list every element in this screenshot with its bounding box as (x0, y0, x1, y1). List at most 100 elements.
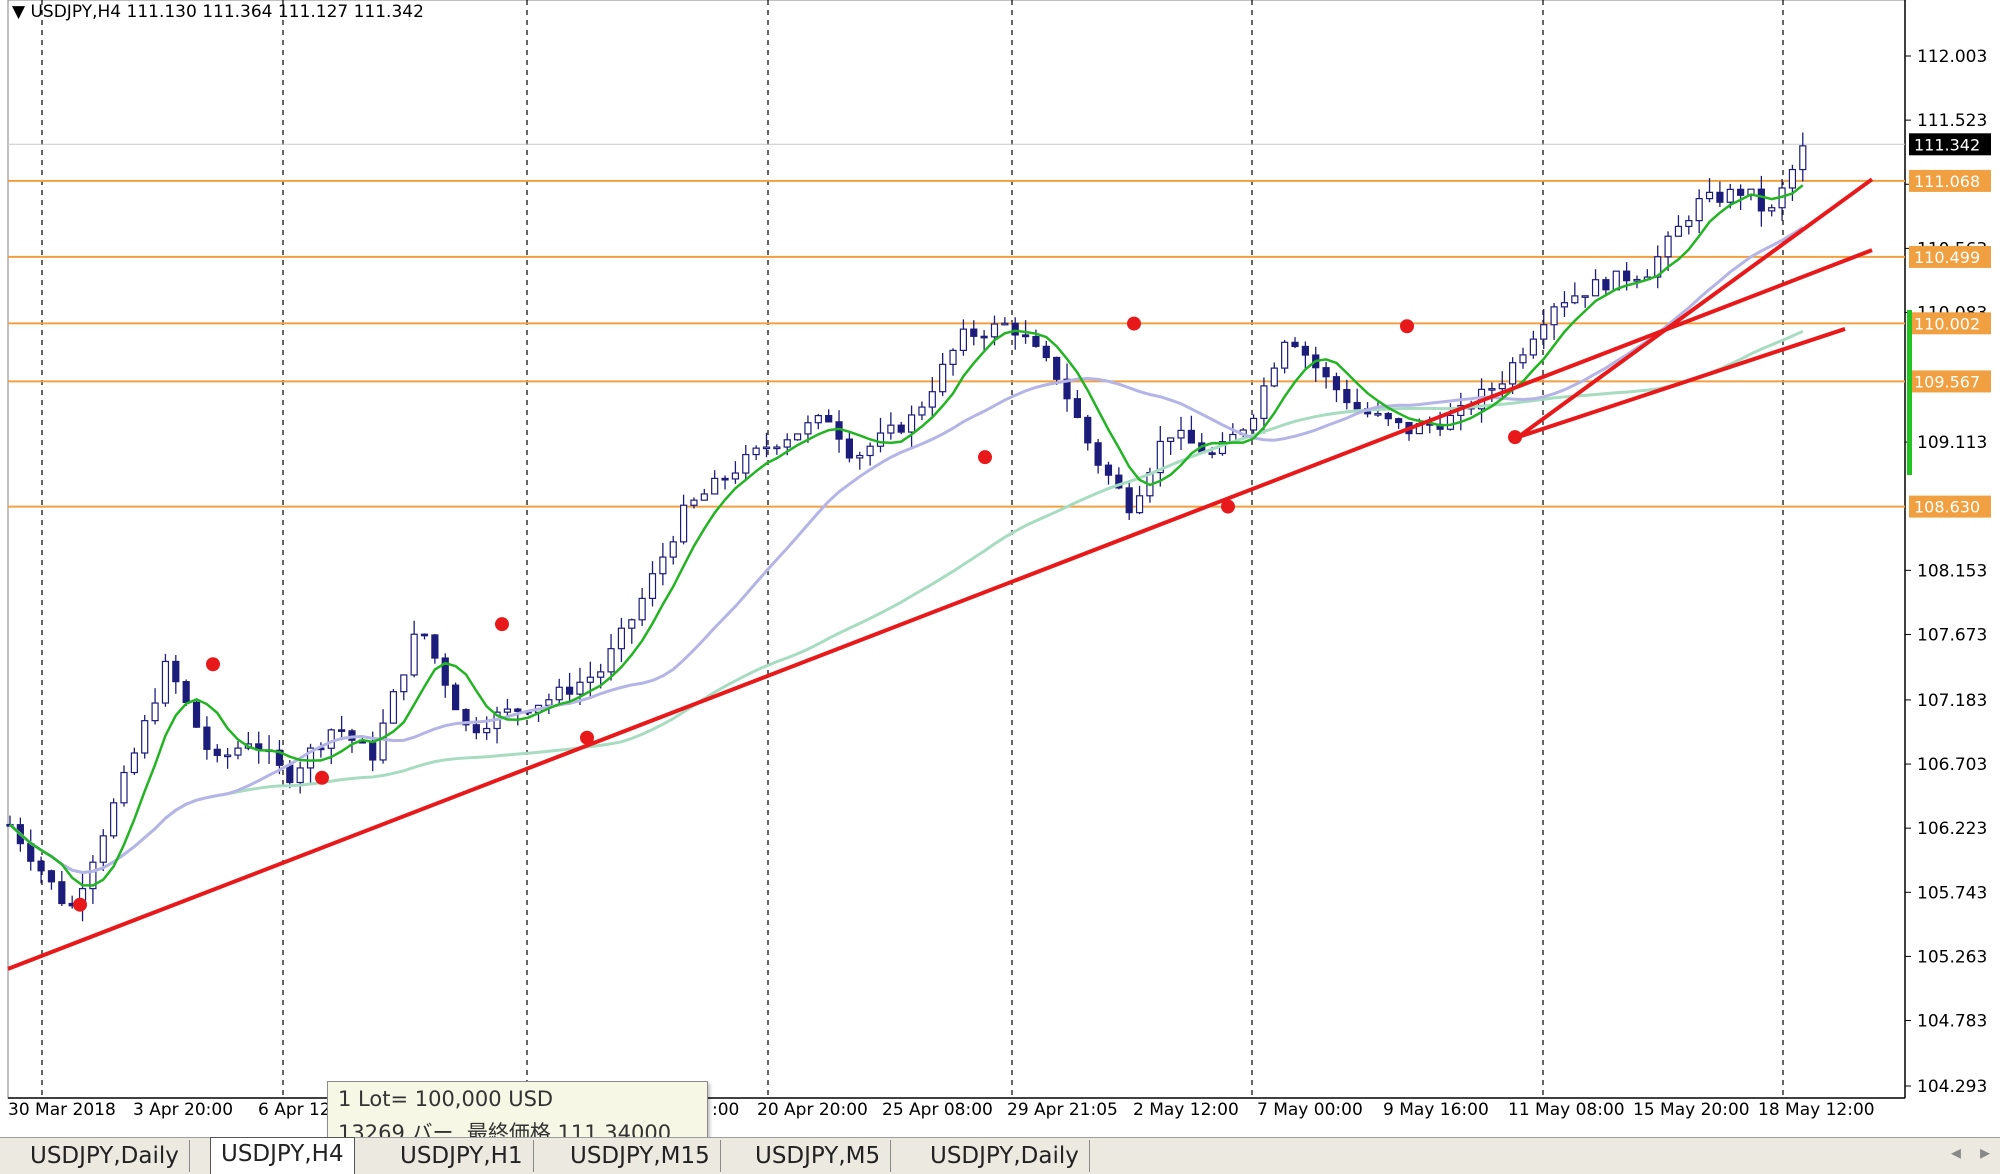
candle-body (648, 573, 657, 600)
candle-body (1550, 306, 1558, 326)
candle-body (472, 724, 480, 734)
candle-body (804, 422, 812, 435)
candle-body (452, 684, 460, 711)
candle-body (1446, 414, 1455, 430)
level-price-tag (1909, 245, 1991, 268)
candle-body (1042, 345, 1050, 359)
price-axis-label: 111.523 (1917, 111, 1987, 131)
candle-body (721, 477, 729, 481)
candle-body (907, 414, 916, 433)
price-axis-label: 105.743 (1917, 883, 1987, 903)
triangle-down-icon[interactable]: ▼ (12, 2, 26, 22)
level-price-tag-text: 108.630 (1914, 498, 1980, 517)
candle-body (151, 702, 159, 722)
tab-usdjpy-daily[interactable]: USDJPY,Daily (20, 1140, 190, 1172)
candle-body (597, 671, 605, 678)
price-axis-label: 104.293 (1917, 1077, 1987, 1097)
tab-usdjpy-h1[interactable]: USDJPY,H1 (390, 1140, 534, 1172)
tab-usdjpy-m5[interactable]: USDJPY,M5 (745, 1140, 892, 1172)
candle-body (545, 699, 553, 706)
candle-body (1726, 188, 1734, 203)
candle-body (1695, 198, 1703, 222)
candle-body (1125, 487, 1133, 514)
candle-body (1208, 452, 1216, 455)
price-axis-label: 108.153 (1917, 561, 1987, 581)
candle-body (845, 438, 854, 459)
candle-body (586, 676, 594, 683)
scroll-left-icon[interactable]: ◂ (1950, 1140, 1961, 1164)
time-axis-label: 20 Apr 20:00 (757, 1100, 868, 1120)
candle-body (990, 323, 999, 338)
candle-body (462, 709, 470, 726)
pivot-point-marker (1400, 319, 1414, 334)
candle-body (1705, 191, 1714, 200)
candle-body (669, 541, 677, 558)
time-axis-label: 6 Apr 12 (258, 1100, 331, 1120)
candle-body (172, 660, 180, 683)
price-axis-label: 106.223 (1917, 819, 1987, 839)
moving-average-slow (8, 329, 1804, 875)
tooltip-line-lot: 1 Lot= 100,000 USD (338, 1087, 554, 1111)
candle-body (1602, 279, 1610, 291)
candle-body (441, 657, 449, 686)
tab-usdjpy-daily-2[interactable]: USDJPY,Daily (920, 1140, 1090, 1172)
candle-body (327, 729, 335, 749)
candle-body (1063, 378, 1071, 400)
candle-body (887, 424, 895, 434)
price-axis-label: 112.003 (1917, 47, 1987, 67)
candle-body (1664, 235, 1672, 258)
candle-body (773, 446, 781, 450)
candle-body (814, 415, 822, 424)
pivot-point-marker (315, 770, 329, 785)
plot-area[interactable] (7, 0, 1906, 1099)
candle-body (1156, 440, 1164, 474)
candle-body (876, 432, 885, 447)
price-axis-label: 107.673 (1917, 625, 1987, 645)
candle-body (1322, 367, 1330, 378)
candle-body (203, 726, 211, 750)
candle-body (1281, 341, 1289, 369)
candle-body (1674, 225, 1683, 237)
candle-body (1571, 295, 1579, 304)
candle-body (1633, 278, 1641, 282)
tab-usdjpy-h4[interactable]: USDJPY,H4 (210, 1137, 355, 1174)
candle-body (897, 424, 905, 433)
candle-body (130, 752, 138, 774)
candle-body (793, 433, 802, 441)
trendline[interactable] (7, 248, 1873, 971)
candle-body (1073, 398, 1081, 419)
trendline[interactable] (1517, 327, 1846, 440)
moving-average-fast (9, 184, 1804, 887)
time-axis-label: 7 May 00:00 (1257, 1100, 1363, 1120)
candle-body (47, 870, 56, 883)
candle-body (1788, 168, 1797, 189)
signal-bar (1907, 310, 1912, 475)
candle-body (224, 754, 232, 758)
price-axis-label: 109.113 (1917, 433, 1987, 453)
candle-body (306, 747, 315, 769)
trendline[interactable] (1516, 177, 1874, 439)
tab-usdjpy-m15[interactable]: USDJPY,M15 (560, 1140, 721, 1172)
candle-body (1291, 341, 1299, 348)
tab-scroll-arrows[interactable]: ◂ ▸ (1951, 1140, 1990, 1164)
level-price-tag-text: 109.567 (1914, 372, 1980, 391)
symbol-label: USDJPY,H4 (30, 2, 122, 22)
candle-body (1353, 401, 1361, 410)
candle-body (1249, 417, 1258, 431)
candle-body (1260, 385, 1268, 420)
time-axis-label: 11 May 08:00 (1508, 1100, 1625, 1120)
candle-body (420, 633, 429, 637)
pivot-point-marker (73, 897, 87, 912)
candle-body (1021, 334, 1030, 338)
candle-body (1187, 429, 1195, 444)
candle-body (1395, 418, 1403, 424)
candle-body (690, 499, 698, 506)
candle-body (1032, 336, 1040, 347)
candle-body (275, 749, 284, 766)
candle-body (700, 493, 708, 501)
scroll-right-icon[interactable]: ▸ (1979, 1140, 1990, 1164)
candle-body (1509, 362, 1517, 385)
level-price-tag (1909, 370, 1991, 393)
